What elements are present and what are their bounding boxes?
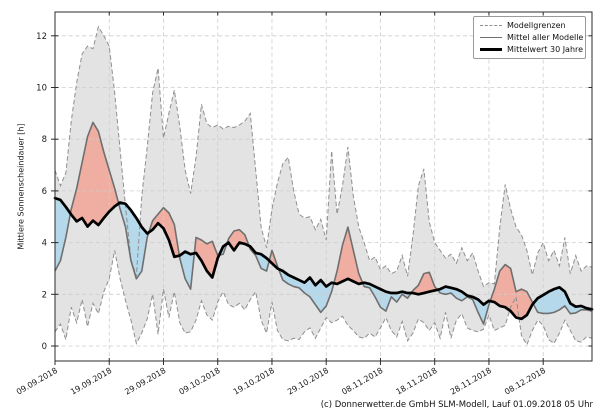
gray-line-swatch: [480, 36, 502, 39]
legend-label: Mittelwert 30 Jahre: [507, 45, 584, 54]
y-tick-label: 10: [36, 84, 47, 94]
below-normal-fill: [278, 269, 334, 313]
upper-bound-line: [54, 25, 593, 288]
x-tick-label: 08.11.2018: [340, 366, 384, 397]
x-tick-label: 09.10.2018: [178, 366, 222, 397]
model-mean-line: [54, 121, 593, 325]
legend-label: Modellgrenzen: [507, 21, 566, 30]
y-tick-label: 2: [42, 290, 47, 300]
lower-bound-line: [54, 250, 593, 346]
legend-item-model-bounds: Modellgrenzen: [480, 21, 580, 30]
below-normal-fill: [362, 282, 412, 312]
y-tick-label: 8: [42, 135, 47, 145]
y-axis-label: Mittlere Sonnenscheindauer [h]: [16, 123, 26, 250]
legend-label: Mittel aller Modelle: [507, 33, 584, 42]
y-tick-label: 6: [42, 187, 47, 197]
above-normal-fill: [333, 227, 363, 284]
y-tick-label: 12: [36, 32, 47, 42]
x-tick-label: 19.10.2018: [232, 366, 276, 397]
x-tick-label: 18.11.2018: [395, 366, 439, 397]
below-normal-fill: [118, 202, 149, 279]
x-tick-label: 29.10.2018: [286, 366, 330, 397]
x-tick-label: 08.12.2018: [503, 366, 547, 397]
copyright-note: (c) Donnerwetter.de GmbH SLM-Modell, Lau…: [320, 400, 593, 410]
y-tick-label: 0: [42, 342, 47, 352]
climate-mean-line: [53, 196, 594, 321]
black-line-swatch: [480, 48, 502, 51]
x-tick-label: 09.09.2018: [15, 366, 59, 397]
legend-item-climate-mean: Mittelwert 30 Jahre: [480, 45, 584, 54]
above-normal-fill: [194, 237, 220, 278]
below-normal-fill: [179, 251, 195, 290]
legend-item-model-mean: Mittel aller Modelle: [480, 33, 584, 42]
below-normal-fill: [55, 198, 71, 272]
x-tick-label: 28.11.2018: [449, 366, 493, 397]
above-normal-fill: [226, 229, 250, 251]
axes-frame: [54, 11, 593, 362]
above-normal-fill: [70, 122, 119, 227]
dashed-line-swatch: [480, 25, 502, 26]
y-tick-label: 4: [42, 239, 47, 249]
legend: Modellgrenzen Mittel aller Modelle Mitte…: [473, 16, 586, 59]
x-tick-label: 29.09.2018: [123, 366, 167, 397]
x-tick-label: 19.09.2018: [69, 366, 113, 397]
